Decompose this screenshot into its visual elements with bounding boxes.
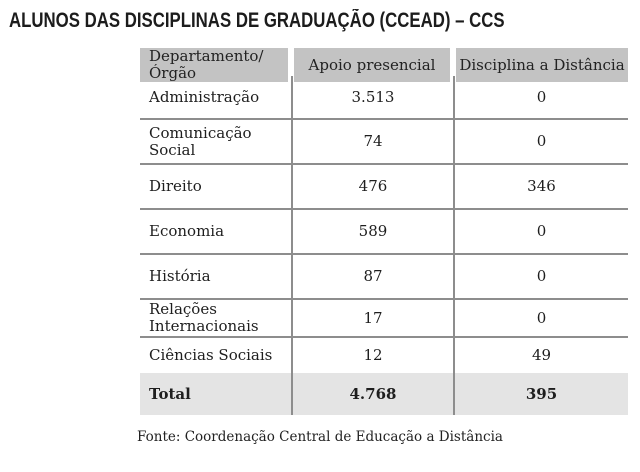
table-row-relacoes-internacionais: Relações Internacionais 17 0 [140,298,628,336]
distancia-cell: 0 [453,120,628,163]
source-caption: Fonte: Coordenação Central de Educação a… [137,429,503,445]
distancia-cell: 0 [453,300,628,336]
distancia-cell: 49 [453,338,628,373]
distancia-cell: 346 [453,165,628,208]
dept-cell: Relações Internacionais [149,300,259,335]
presencial-cell: 12 [291,338,453,373]
distancia-cell: 0 [453,210,628,253]
dept-cell: Comunicação Social [149,123,252,159]
distancia-cell: 0 [453,255,628,298]
page-title: ALUNOS DAS DISCIPLINAS DE GRADUAÇÃO (CCE… [9,9,505,32]
presencial-cell: 17 [291,300,453,336]
total-distancia-cell: 395 [453,373,628,415]
table-row-historia: História 87 0 [140,253,628,298]
presencial-cell: 74 [291,120,453,163]
table-header-row: Departamento/Órgão Apoio presencial Disc… [140,48,628,82]
total-presencial-cell: 4.768 [291,373,453,415]
table-row-direito: Direito 476 346 [140,163,628,208]
distancia-cell: 0 [453,76,628,118]
dept-cell: História [149,267,211,285]
table-row-administracao: Administração 3.513 0 [140,76,628,118]
table-row-ciencias-sociais: Ciências Sociais 12 49 [140,336,628,373]
presencial-cell: 3.513 [291,76,453,118]
dept-cell: Ciências Sociais [149,346,273,364]
total-label: Total [140,373,291,415]
table-row-comunicacao-social: Comunicação Social 74 0 [140,118,628,163]
presencial-cell: 589 [291,210,453,253]
column-header-disciplina-distancia: Disciplina a Distância [453,48,628,82]
table-row-total: Total 4.768 395 [140,373,628,415]
dept-cell: Direito [149,177,202,195]
column-header-departamento: Departamento/Órgão [140,48,291,82]
table-row-economia: Economia 589 0 [140,208,628,253]
column-header-apoio-presencial: Apoio presencial [291,48,453,82]
dept-cell: Administração [149,87,260,106]
students-table: Departamento/Órgão Apoio presencial Disc… [140,48,628,415]
dept-cell: Economia [149,222,225,240]
presencial-cell: 87 [291,255,453,298]
presencial-cell: 476 [291,165,453,208]
